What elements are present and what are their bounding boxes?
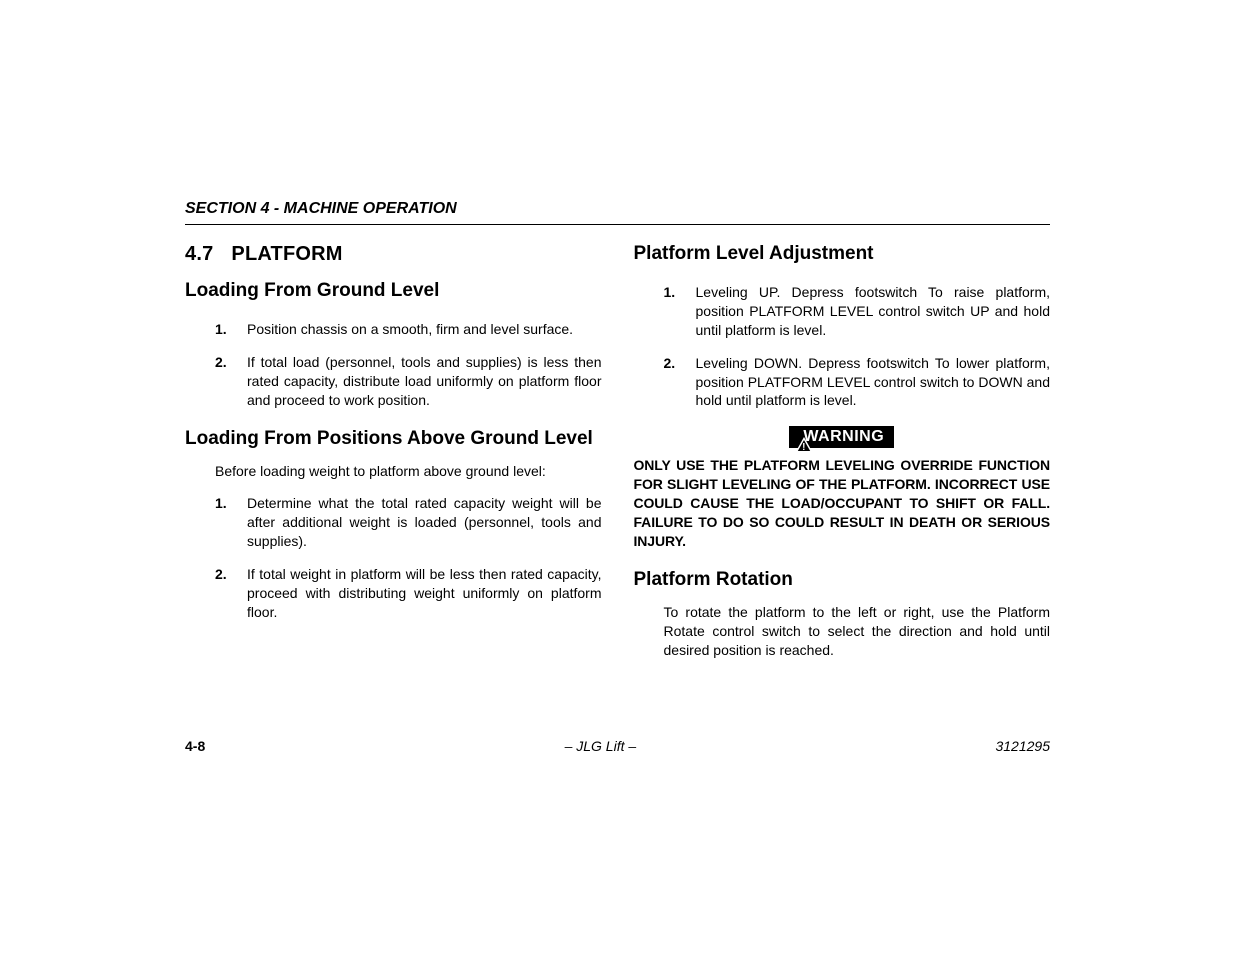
list-text: Leveling DOWN. Depress footswitch To low… [696,355,1051,409]
subheading-level-adjustment: Platform Level Adjustment [634,243,1051,265]
list-marker: 2. [215,565,227,584]
warning-badge-wrap: ! WARNING [634,424,1051,448]
intro-paragraph: Before loading weight to platform above … [185,462,602,481]
svg-text:!: ! [802,442,806,453]
list-item: 1. Leveling UP. Depress footswitch To ra… [664,283,1051,340]
list-item: 2. If total weight in platform will be l… [215,565,602,622]
page: SECTION 4 - MACHINE OPERATION 4.7 PLATFOR… [0,0,1235,954]
section-header: SECTION 4 - MACHINE OPERATION [185,200,1050,225]
list-text: Position chassis on a smooth, firm and l… [247,321,573,337]
list-marker: 1. [215,494,227,513]
section-number: 4.7 [185,243,213,265]
list-level-adjustment: 1. Leveling UP. Depress footswitch To ra… [634,283,1051,410]
warning-badge: ! WARNING [789,426,894,448]
page-number: 4-8 [185,738,205,754]
list-text: Leveling UP. Depress footswitch To raise… [696,284,1051,338]
left-column: 4.7 PLATFORM Loading From Ground Level 1.… [185,243,602,673]
list-loading-ground: 1. Position chassis on a smooth, firm an… [185,320,602,410]
list-text: If total load (personnel, tools and supp… [247,354,602,408]
section-heading: 4.7 PLATFORM [185,243,602,266]
right-column: Platform Level Adjustment 1. Leveling UP… [634,243,1051,673]
subheading-loading-above: Loading From Positions Above Ground Leve… [185,428,602,450]
list-loading-above: 1. Determine what the total rated capaci… [185,494,602,621]
list-item: 2. If total load (personnel, tools and s… [215,353,602,410]
subheading-rotation: Platform Rotation [634,569,1051,591]
list-marker: 1. [215,320,227,339]
list-marker: 2. [664,354,676,373]
list-marker: 1. [664,283,676,302]
warning-label: WARNING [803,428,884,446]
list-item: 1. Determine what the total rated capaci… [215,494,602,551]
list-text: Determine what the total rated capacity … [247,495,602,549]
rotation-paragraph: To rotate the platform to the left or ri… [634,603,1051,660]
section-title: PLATFORM [231,243,342,265]
list-text: If total weight in platform will be less… [247,566,602,620]
page-footer: 4-8 – JLG Lift – 3121295 [185,738,1050,754]
list-item: 2. Leveling DOWN. Depress footswitch To … [664,354,1051,411]
list-item: 1. Position chassis on a smooth, firm an… [215,320,602,339]
content-columns: 4.7 PLATFORM Loading From Ground Level 1.… [185,243,1050,673]
subheading-loading-ground: Loading From Ground Level [185,280,602,302]
footer-center: – JLG Lift – [565,738,637,754]
doc-number: 3121295 [995,738,1050,754]
warning-text: ONLY USE THE PLATFORM LEVELING OVERRIDE … [634,456,1051,550]
list-marker: 2. [215,353,227,372]
